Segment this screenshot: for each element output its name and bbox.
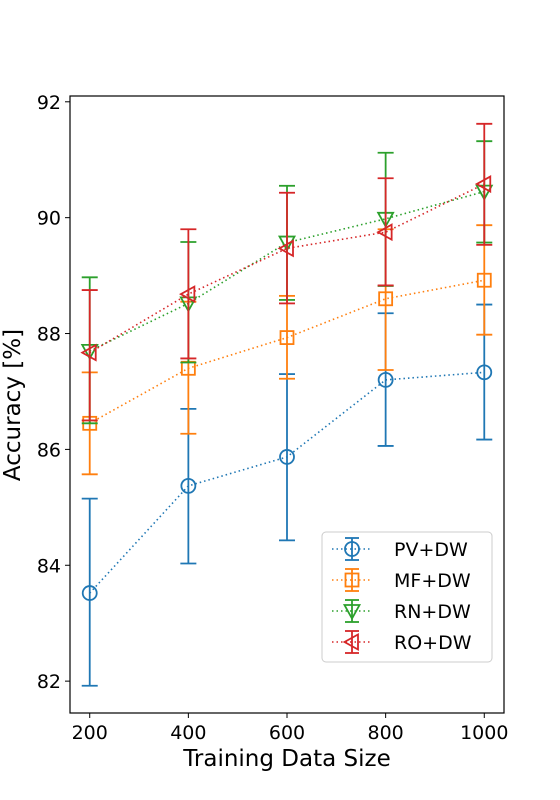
data-point [476,364,493,381]
data-point [474,175,492,194]
data-point [81,585,98,601]
data-point [179,285,196,304]
data-point [180,477,197,494]
data-point [376,223,393,242]
legend-marker [342,604,362,621]
plot-area [80,122,494,687]
x-tick-label: 400 [170,722,206,744]
legend-item: PV+DW [332,537,468,561]
data-point [377,371,394,388]
y-tick-label: 92 [37,92,61,114]
legend: PV+DW MF+DW RN+DW RO+DW [321,531,493,663]
legend-label: MF+DW [394,570,471,592]
x-tick-label: 800 [368,722,404,744]
data-point [476,272,492,288]
x-tick-label: 200 [72,722,108,744]
legend-item: MF+DW [332,568,471,592]
legend-label: RO+DW [394,632,472,654]
x-axis-label: Training Data Size [182,746,391,772]
y-tick-label: 86 [37,439,61,461]
legend-item: RN+DW [332,599,471,623]
legend-box [321,531,493,663]
data-point [279,449,295,465]
y-axis-label: Accuracy [%] [0,329,26,481]
y-tick-label: 90 [37,208,61,230]
legend-marker [342,632,359,652]
axis-ticks: 200 400 600 800 1000 82 84 86 88 90 92 [37,92,509,744]
legend-marker [344,541,360,557]
legend-marker [344,572,360,588]
y-tick-label: 88 [37,324,61,346]
data-point [80,343,97,362]
x-tick-label: 1000 [460,722,508,744]
legend-item: RO+DW [332,630,472,654]
y-tick-label: 84 [37,555,61,577]
legend-label: PV+DW [394,539,468,561]
data-point [277,239,294,258]
y-tick-label: 82 [37,671,61,693]
legend-label: RN+DW [394,601,471,623]
series-ro-dw [80,122,493,422]
data-point [378,291,394,307]
x-tick-label: 600 [269,722,305,744]
data-point [279,330,295,345]
